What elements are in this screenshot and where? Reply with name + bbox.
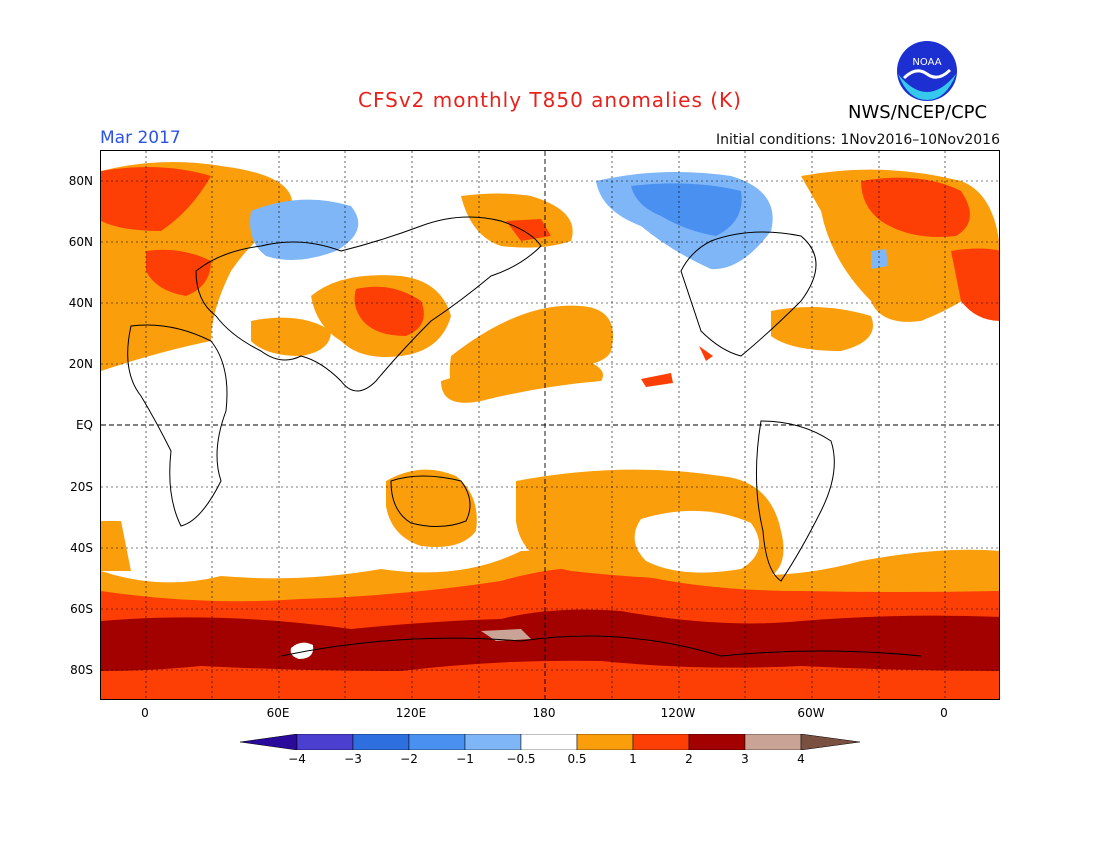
lat-label-20s: 20S [70,480,93,494]
grid-lines [101,151,999,699]
initial-conditions: Initial conditions: 1Nov2016–10Nov2016 [715,132,1000,148]
anomaly-map-svg [101,151,999,699]
colorbar-swatch-gt-4 [800,734,860,750]
map-title: CFSv2 monthly T850 anomalies (K) [358,88,742,112]
colorbar-label-minus1: −1 [456,752,474,766]
colorbar [240,734,860,750]
colorbar-swatch-2-3 [688,734,746,750]
colorbar-swatch-2-1 [408,734,466,750]
indian-ocean-orange [386,469,477,547]
colorbar-swatch-1-05 [464,734,522,750]
lat-label-eq: EQ [75,418,93,432]
anomaly-map [100,150,1000,700]
lon-label-0-west: 0 [141,706,149,720]
arctic-canada-blue-dark [631,183,742,236]
colorbar-label-minus3: −3 [344,752,362,766]
north-pacific-orange-2 [441,356,603,403]
europe-red [146,249,211,296]
lat-label-60s: 60S [70,602,93,616]
lon-label-0-east: 0 [940,706,948,720]
arctic-red [101,167,211,231]
mexico-red [699,346,713,361]
siberia-red [506,219,551,241]
antarctica-pink-patch [481,629,531,641]
middle-east-orange [251,317,331,356]
lat-label-80s: 80S [70,663,93,677]
equator-dateline [101,151,999,699]
lon-label-60w: 60W [797,706,825,720]
agency-label: NWS/NCEP/CPC [848,102,988,123]
colorbar-label-4: 4 [797,752,805,766]
forecast-month: Mar 2017 [100,128,181,148]
south-pacific-white-hole [634,510,759,573]
southern-darkred-band [101,609,999,671]
n-atlantic-blue [871,249,888,269]
lat-label-40s: 40S [70,541,93,555]
colorbar-swatch-4-3 [296,734,354,750]
antarctica-white-patch [290,642,314,659]
lat-label-40n: 40N [68,296,93,310]
lon-label-120w: 120W [660,706,696,720]
colorbar-swatch-3-2 [352,734,410,750]
logo-text: NOAA [912,57,941,68]
colorbar-label-3: 3 [741,752,749,766]
lon-label-120e: 120E [395,706,427,720]
lat-label-80n: 80N [68,174,93,188]
colorbar-label-minus4: −4 [288,752,306,766]
east-asia-red [354,286,424,336]
colorbar-swatch-lt-4 [240,734,298,750]
lon-label-60e: 60E [266,706,290,720]
colorbar-swatch-1-2 [632,734,690,750]
colorbar-label-1: 1 [629,752,637,766]
south-atlantic-orange [101,521,131,571]
colorbar-swatch-05-1 [576,734,634,750]
east-pacific-red [641,373,673,387]
lat-label-60n: 60N [68,235,93,249]
colorbar-swatch-3-4 [744,734,802,750]
coastlines [127,216,922,657]
siberia-blue [250,199,359,260]
greenland-red [861,177,970,237]
noaa-logo: NOAA [897,41,957,101]
colorbar-label-2: 2 [685,752,693,766]
lon-label-180: 180 [532,706,556,720]
n-atlantic-orange [771,307,873,351]
colorbar-label-minus2: −2 [400,752,418,766]
colorbar-label-05: 0.5 [567,752,587,766]
lat-label-20n: 20N [68,357,93,371]
colorbar-swatch-neutral [520,734,578,750]
colorbar-label-minus05: −0.5 [506,752,536,766]
